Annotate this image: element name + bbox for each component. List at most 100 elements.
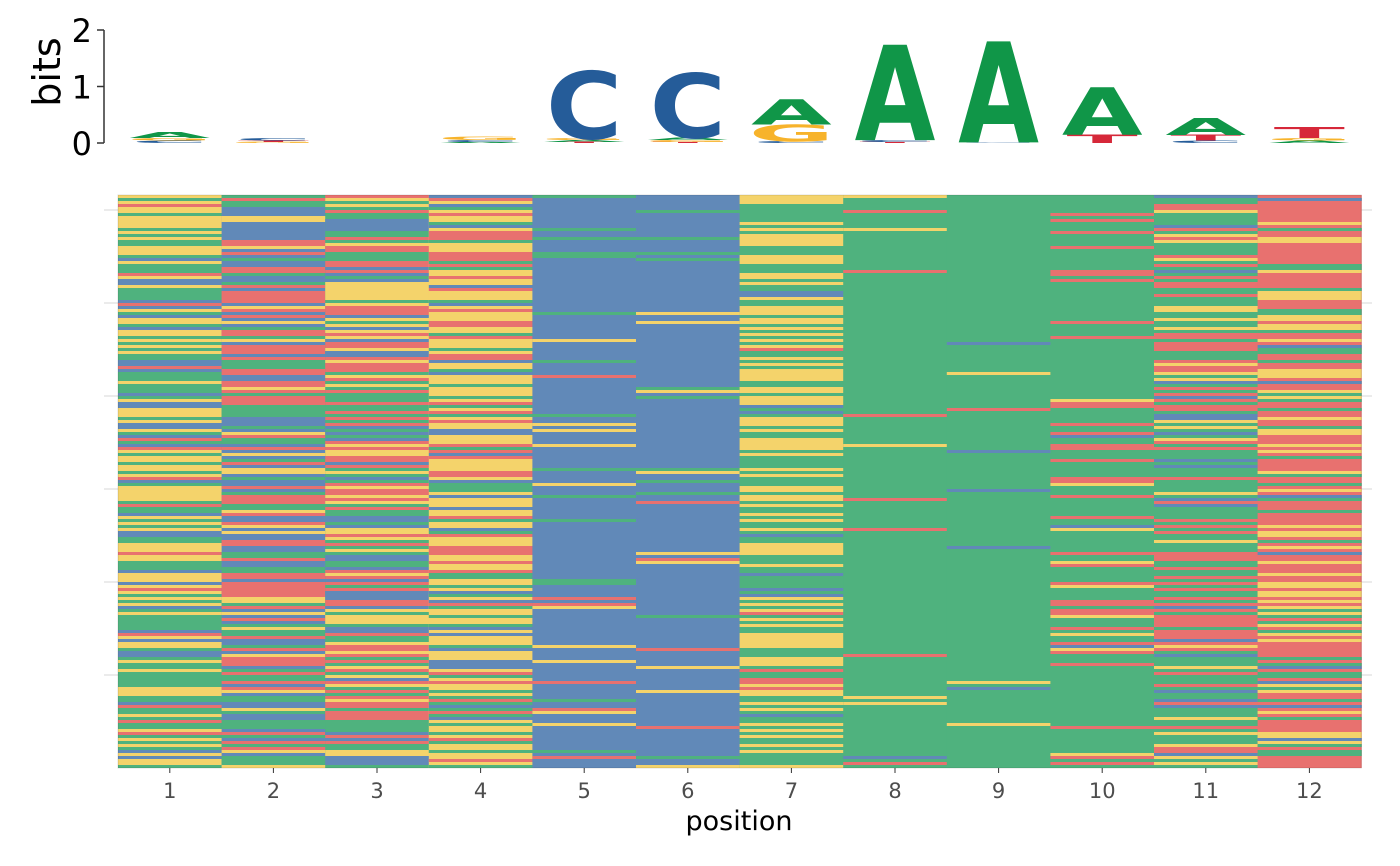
heatmap-stripe (1050, 480, 1155, 483)
heatmap-stripe (1050, 321, 1155, 324)
heatmap-stripe (118, 744, 223, 747)
heatmap-stripe (428, 411, 533, 414)
heatmap-stripe (118, 231, 223, 234)
heatmap-stripe (428, 750, 533, 753)
heatmap-stripe (221, 648, 326, 651)
heatmap-stripe (428, 285, 533, 288)
heatmap-stripe (221, 747, 326, 750)
heatmap-stripe (221, 240, 326, 243)
heatmap-stripe (221, 201, 326, 204)
heatmap-column (1154, 195, 1259, 768)
heatmap-stripe (118, 303, 223, 306)
heatmap-stripe (1050, 402, 1155, 405)
heatmap-stripe (1154, 459, 1259, 462)
heatmap-stripe (325, 489, 430, 492)
heatmap-stripe (739, 498, 844, 501)
logo-y-ticks: 0 1 2 (72, 12, 104, 163)
heatmap-stripe (532, 339, 637, 342)
heatmap-stripe (1257, 630, 1362, 633)
heatmap-stripe (946, 489, 1051, 492)
heatmap-stripe (221, 681, 326, 684)
heatmap-stripe (325, 528, 430, 531)
heatmap-stripe (118, 195, 223, 198)
heatmap-stripe (739, 735, 844, 738)
heatmap-stripe (1050, 483, 1155, 486)
heatmap-stripe (739, 645, 844, 648)
heatmap-stripe (739, 333, 844, 336)
heatmap-stripe (325, 579, 430, 582)
heatmap-stripe (118, 738, 223, 741)
logo-y-tick-label: 0 (72, 125, 92, 163)
heatmap-x-tick-label: 10 (1089, 779, 1116, 803)
logo-letter-C: C (235, 138, 312, 142)
heatmap-stripe (739, 429, 844, 432)
heatmap-stripe (1154, 438, 1259, 441)
heatmap-stripe (1154, 348, 1259, 351)
heatmap-stripe (532, 423, 637, 426)
heatmap-stripe (1257, 573, 1362, 576)
heatmap-stripe (1257, 324, 1362, 327)
heatmap-column (428, 195, 533, 768)
heatmap-stripe (739, 642, 844, 645)
heatmap-stripe (636, 390, 741, 393)
heatmap-stripe (118, 447, 223, 450)
heatmap-stripe (428, 552, 533, 555)
heatmap-stripe (1257, 408, 1362, 411)
heatmap-stripe (1257, 456, 1362, 459)
heatmap-stripe (739, 357, 844, 360)
heatmap-stripe (739, 348, 844, 351)
heatmap-stripe (221, 462, 326, 465)
heatmap-stripe (428, 600, 533, 603)
heatmap-stripe (118, 444, 223, 447)
heatmap-stripe (1257, 540, 1362, 543)
heatmap-stripe (739, 564, 844, 567)
heatmap-stripe (532, 708, 637, 711)
heatmap-stripe (221, 396, 326, 399)
heatmap-stripe (325, 756, 430, 759)
heatmap-stripe (325, 318, 430, 321)
heatmap-stripe (325, 648, 430, 651)
heatmap-stripe (221, 699, 326, 702)
heatmap-stripe (1257, 591, 1362, 594)
heatmap-panel: 1 2 3 4 5 6 7 8 9 10 11 12 position (104, 194, 1372, 837)
heatmap-stripe (221, 678, 326, 681)
heatmap-stripe (843, 654, 948, 657)
heatmap-stripe (739, 297, 844, 300)
heatmap-stripe (325, 288, 430, 291)
heatmap-stripe (118, 756, 223, 759)
heatmap-stripe (1154, 417, 1259, 420)
heatmap-stripe (221, 576, 326, 579)
heatmap-stripe (636, 258, 741, 261)
heatmap-stripe (118, 309, 223, 312)
heatmap-stripe (739, 411, 844, 414)
logo-letter-G: G (231, 142, 317, 144)
heatmap-stripe (843, 210, 948, 213)
heatmap-stripe (325, 327, 430, 330)
heatmap-stripe (118, 693, 223, 696)
heatmap-stripe (118, 330, 223, 333)
heatmap-stripe (1257, 369, 1362, 372)
heatmap-stripe (636, 252, 741, 255)
heatmap-stripe (636, 726, 741, 729)
heatmap-stripe (428, 480, 533, 483)
heatmap-stripe (1050, 633, 1155, 636)
heatmap-stripe (221, 600, 326, 603)
heatmap-stripe (325, 228, 430, 231)
heatmap-stripe (946, 687, 1051, 690)
heatmap-stripe (636, 237, 741, 240)
heatmap-stripe (428, 606, 533, 609)
heatmap-stripe (1154, 750, 1259, 753)
heatmap-stripe (325, 594, 430, 597)
heatmap-stripe (221, 501, 326, 504)
heatmap-stripe (1154, 504, 1259, 507)
heatmap-stripe (221, 543, 326, 546)
logo-letter-C: C (650, 56, 727, 159)
logo-letter-T: T (1170, 134, 1242, 143)
logo-letter-A: A (1062, 74, 1143, 151)
heatmap-stripe (118, 210, 223, 213)
heatmap-stripe (1050, 528, 1155, 531)
heatmap-stripe (325, 576, 430, 579)
heatmap-stripe (325, 711, 430, 714)
heatmap-stripe (428, 573, 533, 576)
heatmap-stripe (325, 492, 430, 495)
